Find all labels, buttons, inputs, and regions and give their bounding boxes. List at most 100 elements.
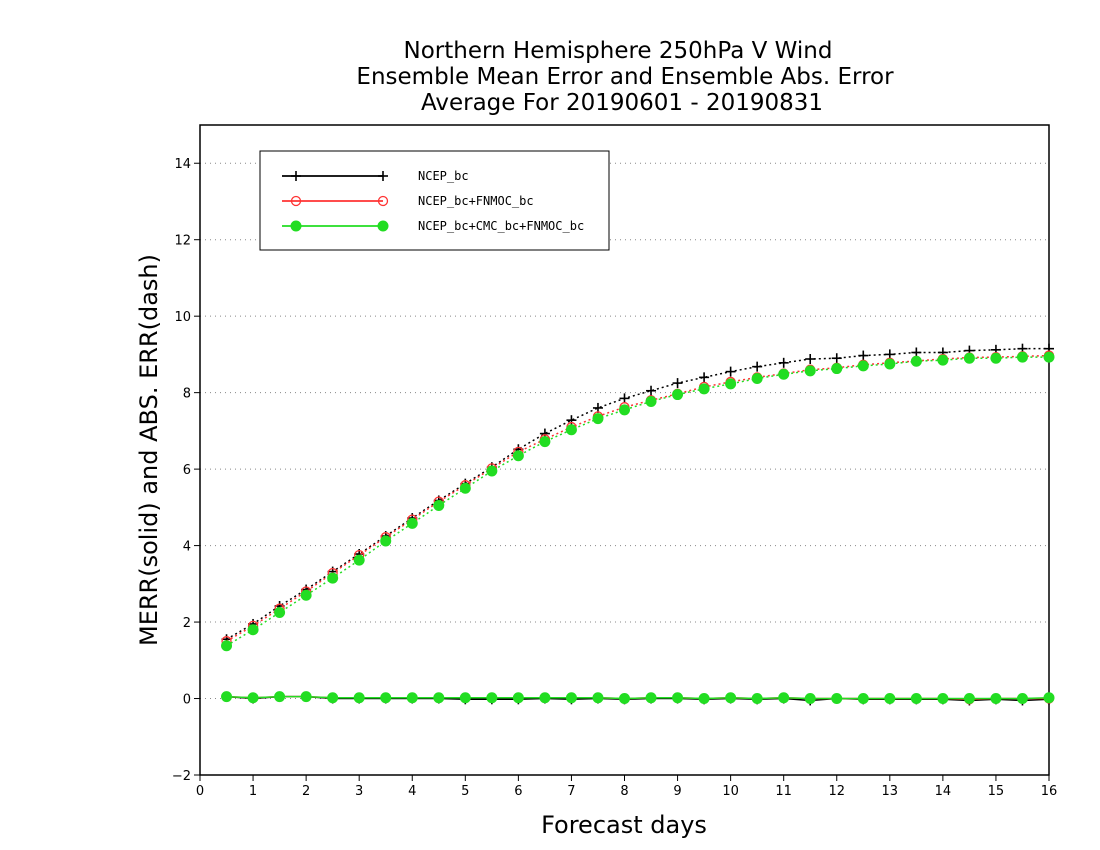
x-tick-label: 11: [775, 784, 792, 799]
abs-err-point: [672, 378, 683, 389]
abs-err-point: [778, 357, 789, 368]
abs-err-point: [990, 352, 1002, 364]
legend-marker: [377, 195, 389, 207]
merr-point: [963, 693, 975, 705]
x-axis-title: Forecast days: [541, 811, 707, 839]
x-tick-label: 16: [1041, 784, 1058, 799]
merr-point: [512, 692, 524, 704]
title-line-2: Ensemble Mean Error and Ensemble Abs. Er…: [356, 64, 894, 90]
abs-err-point: [221, 640, 233, 652]
merr-point: [831, 693, 843, 705]
merr-point: [990, 693, 1002, 705]
abs-err-point: [646, 385, 657, 396]
abs-err-point: [247, 624, 259, 636]
x-tick-label: 12: [828, 784, 845, 799]
merr-point: [778, 692, 790, 704]
series-layer: [221, 343, 1055, 706]
abs-err-point: [645, 395, 657, 407]
abs-err-point: [486, 465, 498, 477]
merr-point: [565, 692, 577, 704]
merr-point: [539, 692, 551, 704]
merr-point: [274, 691, 286, 703]
legend-label: NCEP_bc+FNMOC_bc: [418, 194, 534, 208]
merr-point: [406, 692, 418, 704]
y-tick-label: 8: [183, 387, 191, 402]
y-tick-label: 6: [183, 463, 191, 478]
x-tick-label: 13: [882, 784, 899, 799]
abs-err-point: [619, 404, 630, 416]
abs-err-point: [804, 365, 816, 377]
x-tick-label: 7: [567, 784, 575, 799]
merr-point: [459, 692, 471, 704]
x-tick-label: 5: [461, 784, 469, 799]
abs-err-point: [963, 352, 975, 364]
merr-point: [327, 692, 339, 704]
abs-err-point: [672, 389, 684, 401]
abs-err-point: [725, 366, 736, 377]
merr-point: [1016, 693, 1028, 705]
merr-point: [247, 692, 259, 704]
y-tick-label: 14: [174, 157, 191, 172]
abs-err-point: [592, 413, 604, 425]
series-NCEP_bc+CMC_bc+FNMOC_bc: [221, 351, 1055, 705]
series-NCEP_bc+FNMOC_bc: [221, 350, 1055, 705]
abs-err-point: [805, 354, 816, 364]
x-tick-label: 1: [249, 784, 257, 799]
merr-point: [486, 692, 498, 704]
x-tick-label: 0: [196, 784, 204, 799]
legend-label: NCEP_bc+CMC_bc+FNMOC_bc: [418, 219, 584, 233]
merr-line: [226, 695, 1050, 700]
abs-err-point: [459, 482, 471, 494]
merr-point: [884, 693, 896, 705]
merr-point: [725, 692, 737, 704]
legend-marker: [378, 171, 388, 181]
abs-err-point: [380, 535, 392, 547]
legend-label: NCEP_bc: [418, 169, 469, 183]
abs-err-point: [327, 572, 339, 584]
title-line-1: Northern Hemisphere 250hPa V Wind: [404, 38, 833, 64]
x-tick-label: 6: [514, 784, 522, 799]
merr-point: [645, 692, 657, 704]
y-tick-label: 0: [183, 693, 191, 708]
abs-err-point: [1043, 351, 1055, 363]
x-tick-label: 15: [988, 784, 1005, 799]
y-tick-label: 4: [183, 540, 191, 555]
abs-err-point: [539, 436, 551, 448]
merr-point: [353, 692, 365, 704]
merr-point: [698, 693, 710, 705]
abs-err-point: [406, 517, 418, 529]
merr-point: [857, 693, 869, 705]
merr-point: [433, 692, 445, 704]
x-tick-label: 2: [302, 784, 310, 799]
x-axis-ticks: 0 1 2 3 4 5 6 7 8 9 10 11 12 13 14 15 16: [196, 775, 1057, 799]
merr-point: [592, 692, 604, 704]
legend-marker: [290, 195, 302, 207]
abs-err-point: [353, 554, 365, 566]
abs-err-point: [778, 368, 790, 380]
abs-err-point: [619, 393, 630, 404]
abs-err-point: [1016, 351, 1028, 363]
y-tick-label: 12: [174, 234, 191, 249]
abs-err-point: [274, 607, 286, 618]
y-tick-label: 10: [174, 310, 191, 325]
y-axis-ticks: −2 0 2 4 6 8 10 12 14: [172, 157, 200, 784]
merr-point: [619, 693, 630, 705]
x-tick-label: 8: [620, 784, 628, 799]
abs-err-point: [858, 350, 869, 361]
x-tick-label: 9: [673, 784, 681, 799]
merr-point: [910, 693, 922, 705]
abs-err-point: [300, 589, 312, 601]
series-NCEP_bc: [221, 343, 1054, 706]
merr-point: [1043, 692, 1055, 704]
abs-err-point: [831, 353, 842, 364]
merr-point: [804, 693, 816, 705]
abs-err-point: [565, 424, 577, 436]
abs-err-point: [857, 360, 869, 372]
merr-point: [751, 693, 763, 705]
abs-err-point: [566, 415, 577, 426]
legend-item: NCEP_bc+CMC_bc+FNMOC_bc: [282, 219, 584, 233]
legend-item: NCEP_bc: [282, 169, 469, 183]
x-tick-label: 14: [935, 784, 952, 799]
merr-point: [937, 693, 949, 705]
